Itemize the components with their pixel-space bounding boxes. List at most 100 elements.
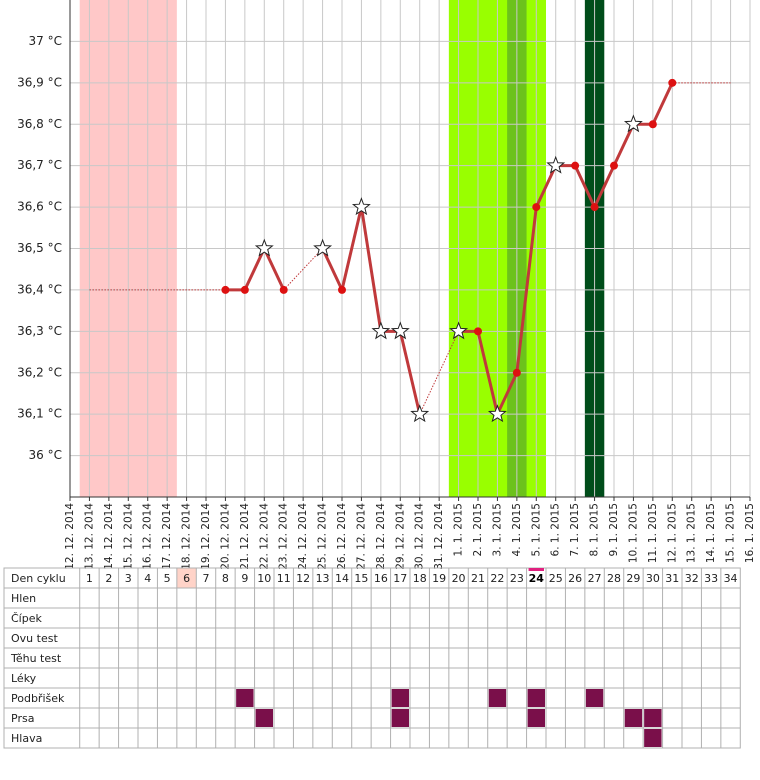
symptom-mark	[585, 689, 604, 707]
dot-marker	[338, 285, 346, 294]
cycle-day: 21	[471, 572, 485, 585]
star-marker	[410, 404, 430, 423]
dot-marker	[668, 78, 677, 87]
symptom-mark	[644, 709, 662, 727]
cycle-day: 17	[393, 572, 407, 585]
x-tick-label: 12. 12. 2014	[64, 503, 76, 570]
y-tick-label: 36,3 °C	[17, 324, 62, 338]
x-tick-label: 16. 12. 2014	[142, 503, 154, 570]
x-tick-label: 26. 12. 2014	[336, 503, 348, 570]
cycle-day: 23	[510, 572, 524, 585]
table-frame	[3, 567, 741, 749]
cycle-day: 22	[490, 572, 504, 585]
symptom-mark	[488, 689, 507, 707]
cycle-day: 25	[549, 572, 563, 585]
cycle-day: 19	[432, 572, 446, 585]
cycle-day: 27	[588, 572, 602, 585]
cycle-day: 12	[296, 572, 310, 585]
x-tick-label: 4. 1. 2015	[511, 503, 523, 556]
y-tick-label: 36,8 °C	[17, 117, 62, 131]
x-tick-label: 19. 12. 2014	[200, 503, 212, 570]
symptom-label: Čípek	[11, 612, 42, 625]
x-tick-label: 14. 1. 2015	[705, 503, 717, 563]
x-tick-label: 7. 1. 2015	[569, 503, 581, 556]
y-tick-label: 36,7 °C	[17, 158, 62, 172]
cycle-day: 32	[685, 572, 699, 585]
cycle-day: 1	[86, 572, 93, 585]
symptom-mark	[527, 709, 545, 727]
cycle-day: 33	[704, 572, 718, 585]
cycle-day: 13	[316, 572, 330, 585]
x-tick-label: 27. 12. 2014	[355, 503, 367, 570]
cycle-day: 34	[724, 572, 738, 585]
cycle-day: 26	[568, 572, 582, 585]
cycle-day: 11	[277, 572, 291, 585]
x-tick-label: 22. 12. 2014	[258, 503, 270, 570]
cycle-day: 5	[164, 572, 171, 585]
x-tick-label: 12. 1. 2015	[666, 503, 678, 563]
symptom-mark	[527, 689, 545, 707]
symptom-label: Prsa	[11, 712, 34, 725]
y-tick-label: 36,5 °C	[17, 241, 62, 255]
x-tick-label: 24. 12. 2014	[297, 503, 309, 570]
cycle-day: 3	[125, 572, 132, 585]
x-tick-label: 8. 1. 2015	[589, 503, 601, 556]
x-tick-label: 20. 12. 2014	[219, 503, 231, 570]
x-tick-label: 13. 1. 2015	[686, 503, 698, 563]
star-marker	[623, 114, 643, 133]
cycle-day: 8	[222, 572, 229, 585]
temperature-line	[225, 247, 286, 292]
symptom-label: Ovu test	[11, 632, 58, 645]
symptom-mark	[255, 709, 273, 727]
cycle-day: 18	[413, 572, 427, 585]
cycle-day: 9	[241, 572, 248, 585]
y-tick-label: 36,4 °C	[17, 282, 62, 296]
cycle-day: 2	[105, 572, 112, 585]
dot-marker	[240, 285, 249, 294]
symptom-mark	[391, 689, 409, 707]
dot-marker	[532, 203, 541, 212]
y-tick-label: 36,2 °C	[17, 365, 62, 379]
dot-marker	[512, 368, 521, 377]
symptom-mark	[391, 709, 409, 727]
cycle-day: 7	[203, 572, 210, 585]
x-tick-label: 6. 1. 2015	[550, 503, 562, 556]
gap-connector	[283, 248, 323, 291]
dot-marker	[648, 120, 657, 129]
cycle-day: 16	[374, 572, 388, 585]
x-tick-label: 18. 12. 2014	[181, 503, 193, 570]
x-tick-label: 25. 12. 2014	[317, 503, 329, 570]
x-tick-label: 10. 1. 2015	[627, 503, 639, 563]
symptom-label: Léky	[11, 672, 37, 685]
x-tick-label: 9. 1. 2015	[608, 503, 620, 556]
cycle-day: 10	[257, 572, 271, 585]
dot-marker	[571, 161, 580, 170]
star-marker	[546, 155, 566, 174]
star-marker	[487, 404, 507, 423]
y-tick-label: 37 °C	[29, 34, 62, 48]
x-tick-label: 17. 12. 2014	[161, 503, 173, 570]
symptom-label: Těhu test	[10, 652, 62, 665]
dot-marker	[610, 161, 618, 170]
highlight-day-cell	[176, 568, 197, 588]
cycle-day: 30	[646, 572, 660, 585]
symptom-mark	[644, 729, 662, 747]
cycle-day: 4	[144, 572, 151, 585]
x-tick-label: 29. 12. 2014	[394, 503, 406, 570]
x-tick-label: 15. 1. 2015	[725, 503, 737, 563]
symptom-mark	[236, 689, 254, 707]
symptom-mark	[624, 709, 643, 727]
star-marker	[254, 238, 274, 257]
cycle-day: 14	[335, 572, 349, 585]
dot-marker	[590, 203, 599, 212]
star-marker	[371, 321, 391, 340]
temperature-line	[321, 205, 422, 415]
star-marker	[449, 321, 469, 340]
star-marker	[351, 197, 371, 216]
x-tick-label: 31. 12. 2014	[433, 503, 445, 570]
x-tick-label: 30. 12. 2014	[414, 503, 426, 570]
cycle-day: 15	[354, 572, 368, 585]
table-header-label: Den cyklu	[11, 572, 66, 585]
dot-marker	[279, 285, 288, 294]
cycle-day: 31	[665, 572, 679, 585]
